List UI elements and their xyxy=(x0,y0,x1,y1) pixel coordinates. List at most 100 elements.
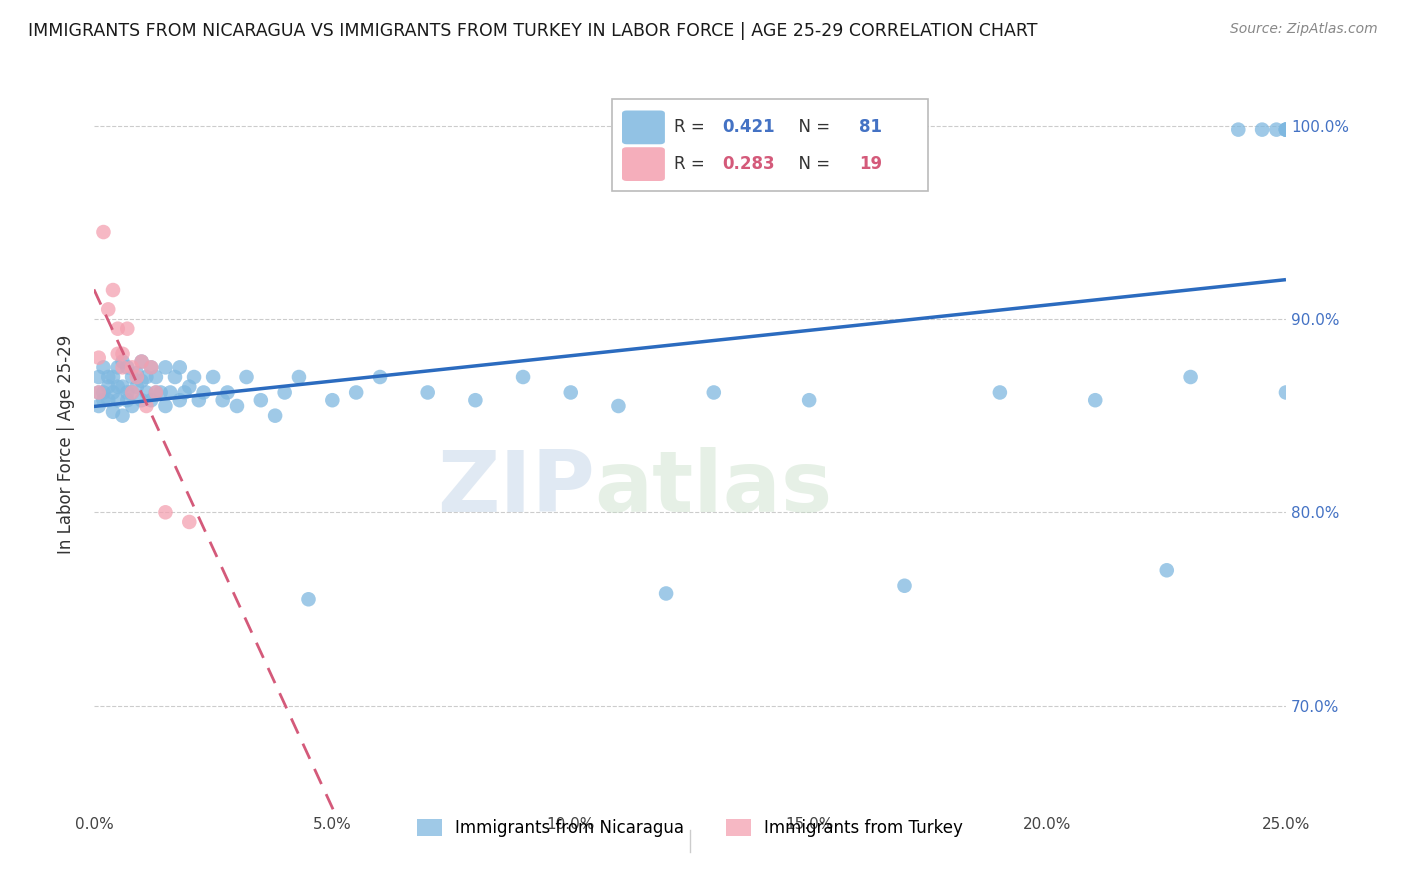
Text: ZIP: ZIP xyxy=(437,447,595,530)
Point xyxy=(145,385,167,400)
Point xyxy=(131,354,153,368)
Point xyxy=(1265,122,1288,136)
Point xyxy=(93,225,115,239)
Point xyxy=(87,399,110,413)
Text: R =: R = xyxy=(675,119,710,136)
Text: Source: ZipAtlas.com: Source: ZipAtlas.com xyxy=(1230,22,1378,37)
Point xyxy=(121,385,143,400)
Point xyxy=(87,370,110,384)
Point xyxy=(368,370,391,384)
Point xyxy=(125,379,148,393)
Point xyxy=(131,374,153,388)
Text: 19: 19 xyxy=(859,155,883,173)
Point xyxy=(169,360,191,375)
Point xyxy=(101,370,124,384)
Point xyxy=(187,393,209,408)
Point xyxy=(145,370,167,384)
Point xyxy=(111,347,134,361)
Point xyxy=(183,370,205,384)
Point xyxy=(93,385,115,400)
Point xyxy=(97,393,120,408)
Point xyxy=(512,370,534,384)
Point xyxy=(121,399,143,413)
Point xyxy=(121,385,143,400)
Point xyxy=(163,370,186,384)
FancyBboxPatch shape xyxy=(621,111,665,145)
Point xyxy=(121,370,143,384)
Point xyxy=(121,360,143,375)
Point xyxy=(135,385,157,400)
Point xyxy=(107,393,129,408)
Y-axis label: In Labor Force | Age 25-29: In Labor Force | Age 25-29 xyxy=(58,335,75,554)
Point xyxy=(1275,122,1298,136)
Point xyxy=(179,379,201,393)
Point xyxy=(97,379,120,393)
Point xyxy=(131,354,153,368)
Point xyxy=(560,385,582,400)
Point xyxy=(211,393,233,408)
Point xyxy=(1275,122,1298,136)
Point xyxy=(1156,563,1178,577)
Text: R =: R = xyxy=(675,155,710,173)
Point xyxy=(1180,370,1202,384)
Text: N =: N = xyxy=(787,119,835,136)
Point xyxy=(117,385,139,400)
Point xyxy=(1275,122,1298,136)
Point xyxy=(117,360,139,375)
Point xyxy=(179,515,201,529)
Point xyxy=(250,393,273,408)
Point xyxy=(101,283,124,297)
FancyBboxPatch shape xyxy=(621,147,665,181)
Point xyxy=(93,393,115,408)
Point xyxy=(97,302,120,317)
Point xyxy=(141,360,163,375)
Point xyxy=(1084,393,1107,408)
Point xyxy=(107,321,129,335)
Point xyxy=(107,347,129,361)
Point xyxy=(135,399,157,413)
Point xyxy=(107,360,129,375)
Point xyxy=(141,360,163,375)
Point xyxy=(131,393,153,408)
Point xyxy=(87,385,110,400)
Point xyxy=(145,385,167,400)
Point xyxy=(173,385,195,400)
Point xyxy=(344,385,367,400)
Point xyxy=(159,385,181,400)
Point xyxy=(101,385,124,400)
Text: 0.283: 0.283 xyxy=(723,155,775,173)
Point xyxy=(155,505,177,519)
Point xyxy=(416,385,439,400)
Point xyxy=(202,370,225,384)
Point xyxy=(288,370,311,384)
Point xyxy=(87,351,110,365)
Point xyxy=(988,385,1011,400)
Point xyxy=(655,586,678,600)
Point xyxy=(155,360,177,375)
Point xyxy=(111,379,134,393)
Point xyxy=(149,385,172,400)
Text: 0.421: 0.421 xyxy=(723,119,775,136)
Text: N =: N = xyxy=(787,155,835,173)
Point xyxy=(226,399,249,413)
Text: 81: 81 xyxy=(859,119,882,136)
Point xyxy=(155,399,177,413)
Point xyxy=(125,370,148,384)
Legend: Immigrants from Nicaragua, Immigrants from Turkey: Immigrants from Nicaragua, Immigrants fr… xyxy=(411,813,970,844)
Point xyxy=(264,409,287,423)
Point xyxy=(117,393,139,408)
Text: atlas: atlas xyxy=(595,447,832,530)
Point xyxy=(111,409,134,423)
Point xyxy=(464,393,486,408)
Text: IMMIGRANTS FROM NICARAGUA VS IMMIGRANTS FROM TURKEY IN LABOR FORCE | AGE 25-29 C: IMMIGRANTS FROM NICARAGUA VS IMMIGRANTS … xyxy=(28,22,1038,40)
Point xyxy=(101,405,124,419)
Point xyxy=(1251,122,1274,136)
Point xyxy=(273,385,295,400)
Point xyxy=(297,592,319,607)
Point xyxy=(169,393,191,408)
Point xyxy=(1227,122,1250,136)
Point xyxy=(193,385,215,400)
Point xyxy=(93,360,115,375)
Point xyxy=(135,370,157,384)
Point xyxy=(235,370,257,384)
